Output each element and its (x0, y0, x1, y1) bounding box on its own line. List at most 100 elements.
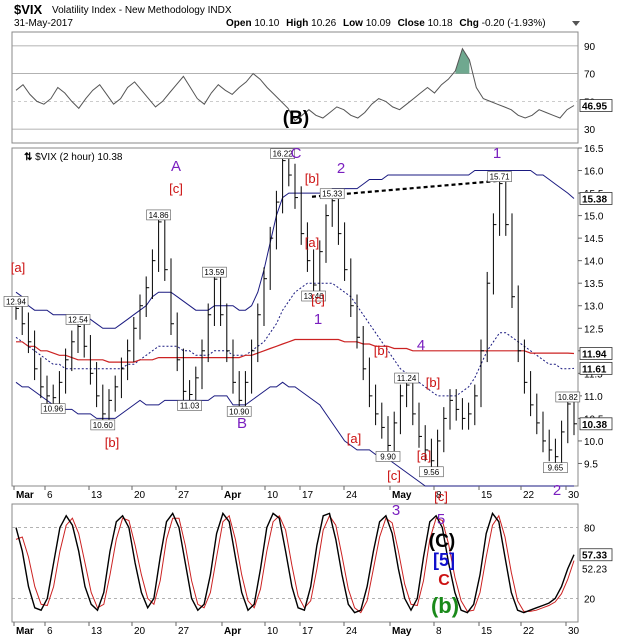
price-x-tick-label: 20 (134, 490, 146, 501)
stochastic-layer: 20 80 57.33 52.23 (12, 511, 613, 614)
wave-label: [a] (417, 448, 431, 463)
rsi-last-value-box (579, 99, 613, 112)
rsi-line (15, 47, 575, 122)
price-annotation: 13.59 (204, 268, 225, 277)
price-annotation-box (90, 419, 116, 431)
close-label: Close (398, 18, 426, 29)
wave-label: B (237, 415, 247, 432)
stoch-k-line (15, 511, 575, 614)
price-annotation: 13.46 (304, 292, 325, 301)
high-value: 10.26 (311, 18, 336, 29)
stoch-x-tick-label: Apr (224, 626, 241, 637)
price-annotation-box (301, 290, 326, 302)
price-x-tick-label: May (392, 490, 412, 501)
rsi-layer: 3050709046.95 (12, 42, 613, 136)
price-annotation: 16.22 (273, 150, 294, 159)
price-annotation-box (394, 372, 419, 384)
chart-name-text: Volatility Index - New Methodology (52, 5, 205, 16)
price-right-label: 15.38 (582, 194, 607, 205)
rsi-panel (11, 31, 579, 144)
chg-label: Chg (459, 18, 478, 29)
price-annotation: 10.90 (229, 407, 250, 416)
stoch-tick-label: 20 (584, 594, 596, 605)
wave-label: [b] (105, 435, 119, 450)
rsi-last-value: 46.95 (582, 102, 607, 113)
price-right-label-box (579, 192, 613, 205)
resistance-trendline (311, 178, 515, 198)
stoch-x-tick-label: 17 (302, 626, 314, 637)
low-value: 10.09 (366, 18, 391, 29)
price-annotation-box (202, 266, 227, 278)
price-annotation-box (487, 171, 512, 182)
chart-exchange: INDX (208, 5, 232, 16)
price-tick-label: 9.5 (584, 459, 598, 470)
price-tick-label: 13.5 (584, 279, 604, 290)
stoch-d-line (15, 514, 575, 614)
wave-label: [a] (347, 431, 361, 446)
price-tick-label: 16.0 (584, 167, 604, 178)
price-right-label-box (579, 361, 613, 375)
price-annotation: 15.33 (322, 190, 343, 199)
price-annotation-box (319, 188, 345, 200)
wave-label: [a] (305, 235, 319, 250)
stoch-k-value: 57.33 (582, 551, 607, 562)
wave-label: [c] (434, 489, 448, 504)
price-annotation: 10.60 (93, 421, 114, 430)
stoch-x-tick-label: 8 (436, 626, 442, 637)
price-annotation-box (40, 403, 66, 414)
wave-label: 5 (437, 511, 445, 528)
price-annotation: 14.86 (149, 211, 170, 220)
price-x-tick-label: 13 (91, 490, 103, 501)
price-annotation: 15.71 (490, 173, 511, 182)
chart-date: 31-May-2017 (14, 18, 73, 29)
wave-label: [c] (169, 181, 183, 196)
stoch-x-tick-label: 15 (481, 626, 493, 637)
price-x-tick-label: 8 (436, 490, 442, 501)
price-x-tick-label: 6 (47, 490, 53, 501)
wave-label: [c] (311, 292, 325, 307)
price-annotation-box (226, 406, 252, 417)
price-annotation-box (375, 451, 401, 462)
stoch-x-tick-label: 6 (47, 626, 53, 637)
wave-label: 3 (392, 502, 400, 519)
wave-label: [b] (374, 343, 388, 358)
stoch-x-tick-label: 27 (178, 626, 190, 637)
price-x-tick-label: 15 (481, 490, 493, 501)
price-right-label: 10.38 (582, 420, 607, 431)
price-x-tick-label: 27 (178, 490, 190, 501)
price-annotation-box (419, 466, 444, 478)
wave-label: 2 (337, 160, 345, 177)
price-tick-label: 11.5 (584, 369, 603, 380)
price-x-tick-label: Mar (16, 490, 34, 501)
price-right-label: 11.94 (582, 350, 607, 361)
low-label: Low (343, 18, 363, 29)
price-x-tick-label: 22 (523, 490, 535, 501)
price-annotation-box (543, 462, 568, 474)
stoch-wave-label: (C) (429, 531, 455, 552)
price-x-tick-label: 24 (346, 490, 358, 501)
wave-label: [b] (305, 171, 319, 186)
wave-label: [b] (426, 375, 440, 390)
chart-symbol: $VIX (14, 2, 43, 17)
wave-label: 1 (314, 311, 322, 328)
price-annotation: 9.90 (380, 452, 396, 461)
stoch-wave-label: (b) (431, 593, 459, 618)
wave-label: 4 (417, 337, 425, 354)
price-annotation: 9.56 (424, 468, 440, 477)
price-x-tick-label: 17 (302, 490, 314, 501)
price-tick-label: 10.0 (584, 437, 604, 448)
rsi-tick-label: 30 (584, 125, 596, 136)
price-annotation: 10.82 (558, 393, 579, 402)
collapse-icon[interactable] (572, 21, 580, 26)
ohlc-readout: Open 10.10 High 10.26 Low 10.09 Close 10… (226, 18, 546, 29)
stoch-x-tick-label: 20 (134, 626, 146, 637)
price-layer: 9.510.010.511.011.512.012.513.013.514.01… (3, 144, 613, 487)
stoch-x-tick-label: 30 (568, 626, 580, 637)
wave-label: 2 (553, 482, 561, 499)
price-annotation-box (65, 314, 91, 325)
price-annotation-box (555, 391, 581, 403)
price-annotation: 11.24 (397, 374, 417, 383)
open-value: 10.10 (254, 18, 279, 29)
stoch-x-tick-label: Mar (16, 626, 34, 637)
price-right-label: 11.61 (582, 364, 607, 375)
